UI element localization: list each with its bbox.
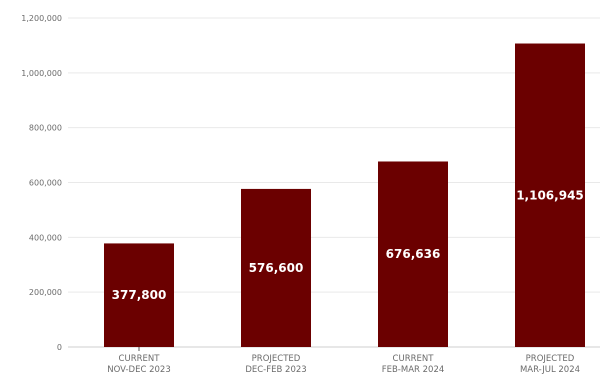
data-labels: 377,800 576,600 676,636 1,106,945 — [112, 188, 584, 302]
category-period: MAR-JUL 2024 — [520, 365, 580, 375]
category-status: CURRENT — [393, 354, 435, 364]
category-status: PROJECTED — [526, 354, 575, 364]
bars — [104, 43, 585, 348]
bar-data-label: 576,600 — [249, 261, 304, 275]
category-period: NOV-DEC 2023 — [107, 365, 170, 375]
bar — [241, 188, 311, 347]
bar-data-label: 377,800 — [112, 288, 167, 302]
y-tick-label: 400,000 — [29, 233, 62, 242]
bar — [104, 243, 174, 347]
category-status: PROJECTED — [252, 354, 301, 364]
bar — [378, 161, 448, 347]
bar-data-label: 676,636 — [386, 247, 441, 261]
y-tick-label: 1,200,000 — [21, 14, 62, 23]
category-period: FEB-MAR 2024 — [382, 365, 445, 375]
category-status: CURRENT — [119, 354, 161, 364]
y-tick-label: 800,000 — [29, 124, 62, 133]
category-period: DEC-FEB 2023 — [245, 365, 306, 375]
y-tick-label: 600,000 — [29, 179, 62, 188]
bar — [515, 43, 585, 348]
y-tick-label: 200,000 — [29, 288, 62, 297]
y-axis-ticks: 0 200,000 400,000 600,000 800,000 1,000,000 1,… — [21, 14, 62, 352]
bar-data-label: 1,106,945 — [516, 188, 584, 202]
y-tick-label: 0 — [57, 343, 62, 352]
y-tick-label: 1,000,000 — [21, 69, 62, 78]
